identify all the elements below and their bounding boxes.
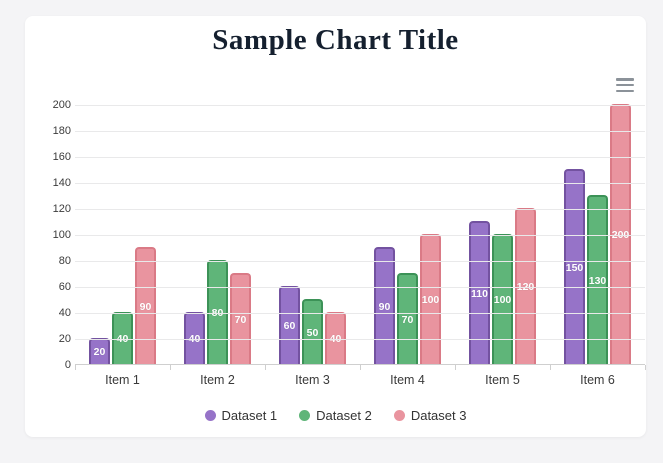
- x-axis-label-item-4: Item 4: [390, 373, 425, 387]
- plot-area: 20 40 90 40 80 70 60 50 40 90 70 100 110 100 120 150 130…: [75, 104, 646, 370]
- legend-label: Dataset 2: [316, 408, 372, 423]
- x-axis-tick: [265, 365, 266, 370]
- bar-dataset-2-item-6[interactable]: 130: [587, 195, 608, 364]
- bar-dataset-2-item-3[interactable]: 50: [302, 299, 323, 364]
- x-axis-tick: [550, 365, 551, 370]
- legend-marker-icon: [393, 410, 405, 421]
- bar-dataset-2-item-2[interactable]: 80: [207, 260, 228, 364]
- bar-value-label: 150: [565, 261, 584, 274]
- y-axis-tick-label: 200: [52, 99, 71, 111]
- chart-title: Sample Chart Title: [212, 24, 459, 56]
- bar-dataset-1-item-5[interactable]: 110: [469, 221, 490, 364]
- hamburger-line: [616, 78, 634, 81]
- bar-group-item-5: 110 100 120: [455, 105, 550, 364]
- bar-value-label: 60: [283, 320, 296, 332]
- bar-dataset-1-item-2[interactable]: 40: [184, 312, 205, 364]
- bar-value-label: 70: [401, 313, 414, 326]
- y-axis-tick-label: 140: [52, 177, 71, 189]
- bar-dataset-3-item-3[interactable]: 40: [325, 312, 346, 364]
- x-axis-tick: [455, 365, 456, 370]
- y-axis-tick-label: 120: [52, 203, 71, 215]
- bar-dataset-1-item-1[interactable]: 20: [89, 338, 110, 364]
- gridline: [75, 313, 645, 314]
- bar-value-label: 20: [93, 346, 106, 358]
- y-axis-tick-label: 80: [58, 255, 71, 267]
- bar-dataset-3-item-1[interactable]: 90: [135, 247, 156, 364]
- x-axis-tick: [75, 365, 76, 370]
- legend-label: Dataset 1: [221, 408, 278, 423]
- x-axis-tick: [170, 365, 171, 370]
- x-axis-label-item-3: Item 3: [295, 373, 330, 387]
- hamburger-line: [616, 89, 634, 92]
- bar-value-label: 70: [234, 313, 247, 326]
- bar-group-item-6: 150 130 200: [550, 104, 645, 364]
- gridline: [75, 209, 645, 210]
- x-axis-label-item-1: Item 1: [105, 373, 140, 387]
- chart-card: Sample Chart Title 0 20 40 60 80 100 120 140 160…: [25, 16, 646, 437]
- bar-value-label: 50: [306, 326, 319, 339]
- bar-dataset-3-item-5[interactable]: 120: [515, 208, 536, 364]
- gridline: [75, 131, 645, 132]
- bar-groups: 20 40 90 40 80 70 60 50 40 90 70 100 110 100 120 150 130…: [75, 104, 645, 364]
- gridline: [75, 339, 645, 340]
- x-axis-label-item-2: Item 2: [200, 373, 235, 387]
- hamburger-line: [616, 83, 634, 87]
- bar-group-item-4: 90 70 100: [360, 105, 455, 364]
- y-axis-tick-label: 160: [52, 151, 71, 163]
- y-axis-tick-label: 20: [58, 333, 71, 345]
- gridline: [75, 235, 645, 236]
- gridline: [75, 105, 645, 106]
- bar-group-item-3: 60 50 40: [265, 105, 360, 364]
- x-axis-tick: [645, 365, 646, 370]
- y-axis-tick-label: 40: [58, 307, 71, 319]
- gridline: [75, 183, 645, 184]
- y-axis-tick-label: 100: [52, 229, 71, 241]
- legend-label: Dataset 3: [410, 408, 467, 423]
- y-axis-labels: 0 20 40 60 80 100 120 140 160 180 200: [29, 99, 71, 371]
- x-axis-label-item-5: Item 5: [485, 373, 520, 387]
- bar-value-label: 90: [139, 300, 152, 313]
- bar-value-label: 130: [588, 274, 607, 287]
- bar-value-label: 90: [378, 300, 391, 313]
- x-axis-labels: Item 1 Item 2 Item 3 Item 4 Item 5 Item 6: [75, 373, 645, 387]
- hamburger-menu-icon[interactable]: [616, 78, 634, 92]
- bar-dataset-2-item-4[interactable]: 70: [397, 273, 418, 364]
- legend-marker-icon: [204, 410, 216, 421]
- bar-dataset-3-item-6[interactable]: 200: [610, 104, 631, 364]
- legend-item-dataset-2[interactable]: Dataset 2: [299, 408, 372, 423]
- legend-item-dataset-1[interactable]: Dataset 1: [204, 408, 278, 423]
- bar-dataset-1-item-4[interactable]: 90: [374, 247, 395, 364]
- x-axis-tick: [360, 365, 361, 370]
- gridline: [75, 287, 645, 288]
- bar-dataset-2-item-5[interactable]: 100: [492, 234, 513, 364]
- bar-dataset-3-item-2[interactable]: 70: [230, 273, 251, 364]
- y-axis-tick-label: 0: [64, 359, 71, 371]
- bar-value-label: 110: [471, 287, 488, 300]
- bar-dataset-2-item-1[interactable]: 40: [112, 312, 133, 364]
- y-axis-tick-label: 60: [58, 281, 71, 293]
- bar-value-label: 100: [421, 294, 440, 306]
- bar-dataset-1-item-3[interactable]: 60: [279, 286, 300, 364]
- y-axis-tick-label: 180: [52, 125, 71, 137]
- bar-group-item-1: 20 40 90: [75, 105, 170, 364]
- legend: Dataset 1 Dataset 2 Dataset 3: [25, 408, 646, 423]
- gridline: [75, 157, 645, 158]
- legend-marker-icon: [299, 410, 311, 421]
- legend-item-dataset-3[interactable]: Dataset 3: [393, 408, 467, 423]
- bar-value-label: 100: [493, 294, 512, 306]
- x-axis-label-item-6: Item 6: [580, 373, 615, 387]
- gridline: [75, 261, 645, 262]
- bar-dataset-3-item-4[interactable]: 100: [420, 234, 441, 364]
- bar-dataset-1-item-6[interactable]: 150: [564, 169, 585, 364]
